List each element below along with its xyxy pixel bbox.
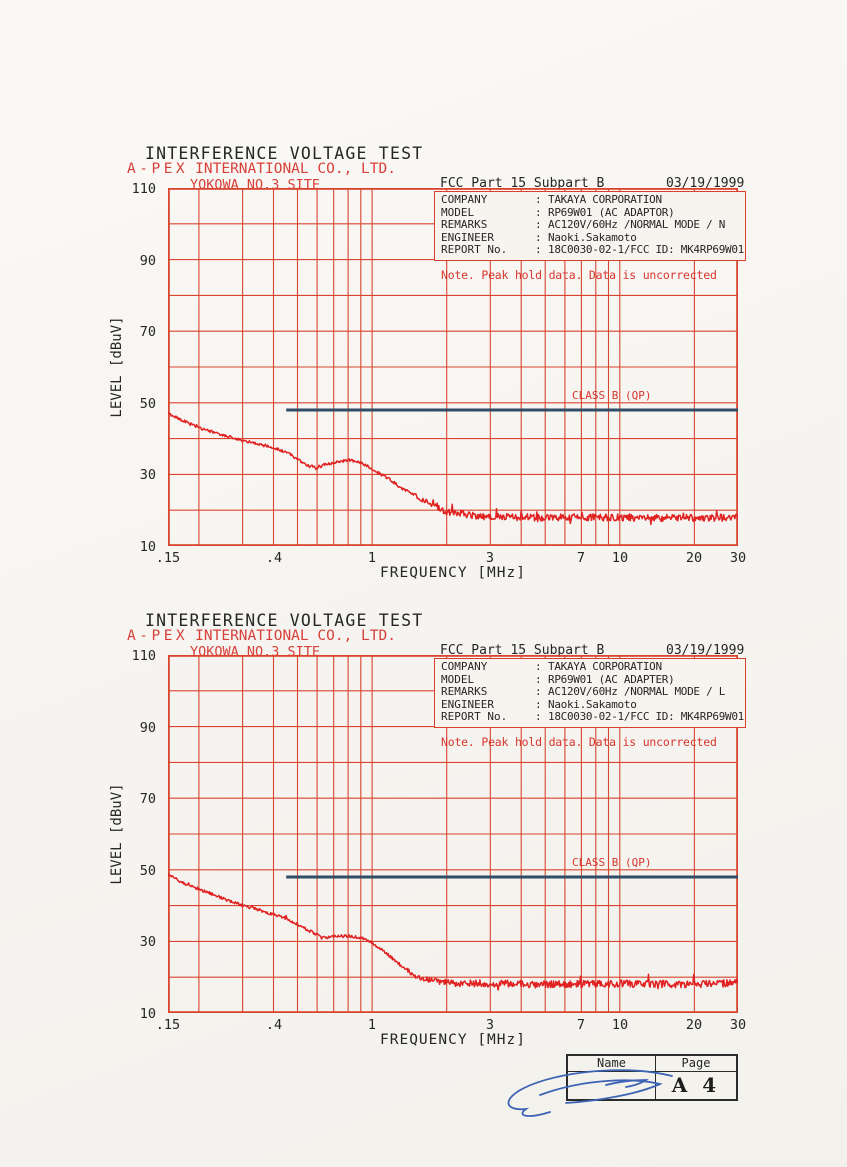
x-tick-label: 20	[685, 550, 703, 566]
info-row-engineer: ENGINEER: Naoki.Sakamoto	[441, 697, 637, 711]
emi-plot	[167, 187, 739, 547]
equipment-info-box: COMPANY: TAKAYA CORPORATION MODEL: RP69W01…	[434, 658, 746, 728]
x-tick-label: .4	[265, 550, 283, 566]
apex-logo-text: A-PEX	[127, 161, 189, 177]
x-tick-label: 7	[576, 550, 586, 566]
x-tick-label: 3	[485, 550, 495, 566]
test-date: 03/19/1999	[666, 176, 745, 191]
y-tick-label: 110	[131, 181, 156, 197]
info-row-company: COMPANY: TAKAYA CORPORATION	[441, 660, 662, 673]
table-value-row: A 4	[568, 1072, 736, 1099]
x-axis-title: FREQUENCY [MHz]	[380, 1032, 526, 1048]
company-name-line: A-PEX INTERNATIONAL CO., LTD.	[127, 628, 396, 644]
x-axis-ticks: .15 .4 1 3 7 10 20 30	[156, 1017, 746, 1035]
page-number-cell: A 4	[671, 1073, 721, 1097]
company-name-rest: INTERNATIONAL CO., LTD.	[195, 161, 396, 177]
y-tick-label: 110	[131, 648, 156, 664]
info-row-report-no: REPORT No.:18C0030-02-1/FCC ID: MK4RP69W…	[441, 710, 744, 724]
info-row-remarks: REMARKS: AC120V/60Hz /NORMAL MODE / N	[441, 218, 726, 232]
class-b-limit-label: CLASS B (QP)	[572, 389, 652, 402]
x-tick-label: .15	[155, 1017, 181, 1033]
x-axis-title: FREQUENCY [MHz]	[380, 565, 526, 581]
y-axis-ticks: 110 90 70 50 30 10	[116, 181, 162, 555]
y-tick-label: 50	[139, 396, 156, 412]
x-tick-label: 3	[485, 1017, 495, 1033]
chart-title: INTERFERENCE VOLTAGE TEST	[145, 144, 424, 163]
x-tick-label: 10	[611, 550, 629, 566]
x-tick-label: 1	[367, 550, 377, 566]
standard-label: FCC Part 15 Subpart B	[440, 176, 605, 191]
x-tick-label: 20	[685, 1017, 703, 1033]
y-axis-ticks: 110 90 70 50 30 10	[116, 648, 162, 1022]
equipment-info-box: COMPANY: TAKAYA CORPORATION MODEL: RP69W01…	[434, 191, 746, 261]
y-tick-label: 30	[139, 467, 156, 483]
info-row-remarks: REMARKS: AC120V/60Hz /NORMAL MODE / L	[441, 685, 726, 699]
y-tick-label: 10	[139, 1006, 156, 1022]
x-tick-label: 30	[729, 550, 747, 566]
y-tick-label: 70	[139, 324, 156, 340]
info-row-model: MODEL: RP69W01 (AC ADAPTER)	[441, 672, 675, 686]
note-text: Note. Peak hold data. Data is uncorrecte…	[441, 268, 717, 282]
x-tick-label: .15	[155, 550, 181, 566]
x-tick-label: 7	[576, 1017, 586, 1033]
name-header-cell: Name	[568, 1056, 656, 1071]
page-header-cell: Page	[681, 1056, 711, 1070]
chart-section-top: INTERFERENCE VOLTAGE TEST A-PEX INTERNATI…	[0, 0, 847, 581]
company-name-line: A-PEX INTERNATIONAL CO., LTD.	[127, 161, 396, 177]
y-tick-label: 70	[139, 791, 156, 807]
class-b-limit-label: CLASS B (QP)	[572, 856, 652, 869]
emi-plot	[167, 654, 739, 1014]
chart-title: INTERFERENCE VOLTAGE TEST	[145, 611, 424, 630]
name-page-table: Name Page A 4	[566, 1054, 738, 1101]
chart-section-bottom: INTERFERENCE VOLTAGE TEST A-PEX INTERNATI…	[0, 467, 847, 1048]
apex-logo-text: A-PEX	[127, 628, 189, 644]
standard-label: FCC Part 15 Subpart B	[440, 643, 605, 658]
x-tick-label: 30	[729, 1017, 747, 1033]
y-tick-label: 30	[139, 934, 156, 950]
y-tick-label: 90	[139, 720, 156, 736]
note-text: Note. Peak hold data. Data is uncorrecte…	[441, 735, 717, 749]
y-tick-label: 90	[139, 253, 156, 269]
info-row-company: COMPANY: TAKAYA CORPORATION	[441, 193, 662, 206]
x-tick-label: 1	[367, 1017, 377, 1033]
info-row-model: MODEL: RP69W01 (AC ADAPTOR)	[441, 205, 675, 219]
company-name-rest: INTERNATIONAL CO., LTD.	[195, 628, 396, 644]
x-axis-ticks: .15 .4 1 3 7 10 20 30	[156, 550, 746, 568]
info-row-report-no: REPORT No.:18C0030-02-1/FCC ID: MK4RP69W…	[441, 243, 744, 257]
y-tick-label: 10	[139, 539, 156, 555]
x-tick-label: 10	[611, 1017, 629, 1033]
test-date: 03/19/1999	[666, 643, 745, 658]
x-tick-label: .4	[265, 1017, 283, 1033]
handwritten-signature	[507, 1069, 673, 1117]
info-row-engineer: ENGINEER: Naoki.Sakamoto	[441, 230, 637, 244]
y-tick-label: 50	[139, 863, 156, 879]
